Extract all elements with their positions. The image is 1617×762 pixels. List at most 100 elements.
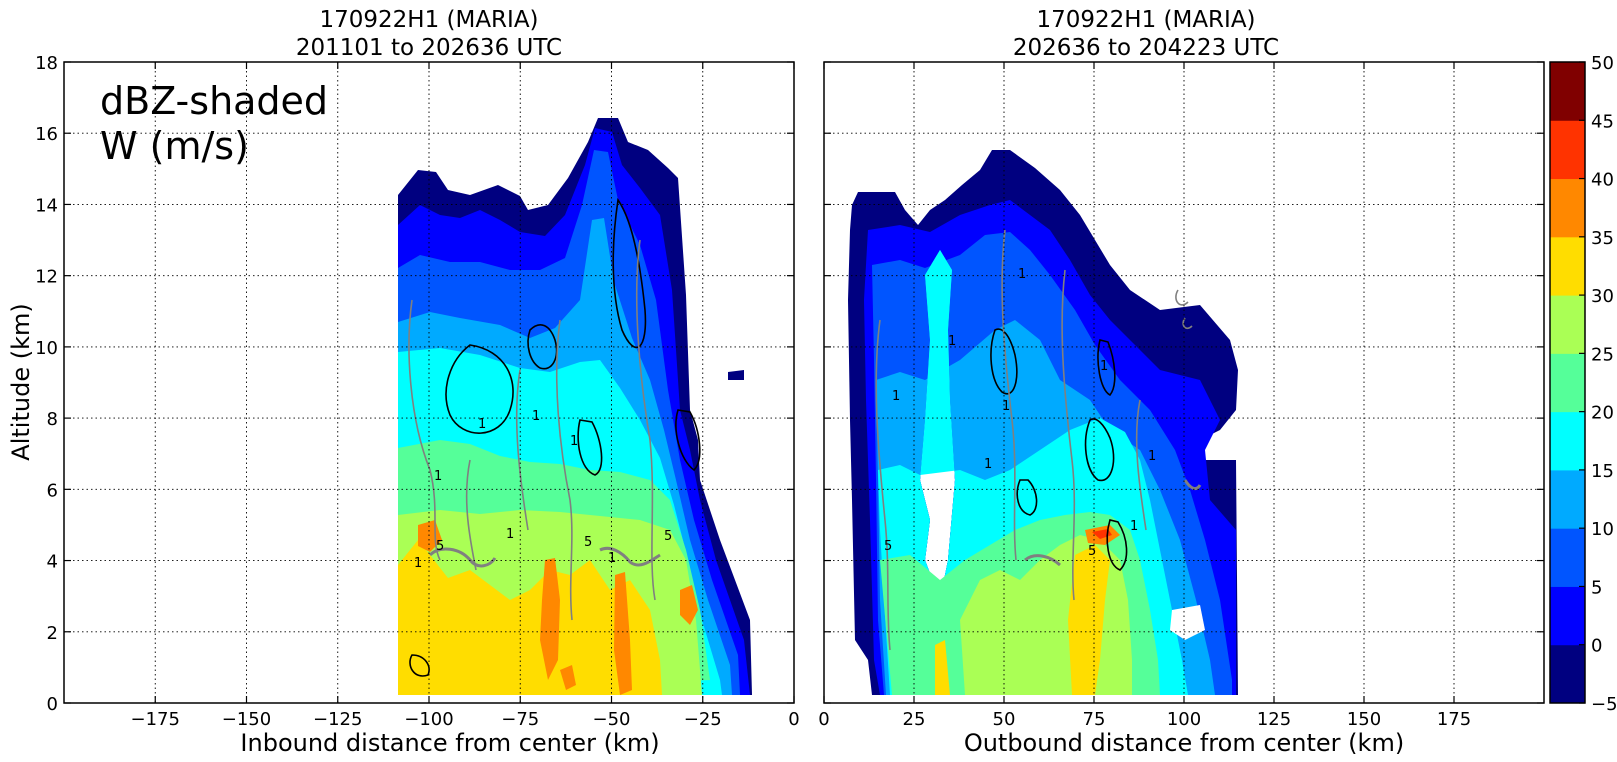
right-xtick-label: 150 — [1347, 709, 1381, 730]
left-contour-label: 1 — [506, 527, 514, 542]
right-w-contours — [875, 229, 1202, 651]
right-w-contour — [1175, 289, 1189, 306]
left-shade-35d — [680, 585, 698, 625]
left-ytick-label: 6 — [47, 480, 58, 501]
colorbar-segment — [1550, 236, 1585, 296]
right-title-line1: 170922H1 (MARIA) — [1036, 7, 1256, 33]
left-w-contour — [408, 299, 441, 561]
right-w-contour — [1061, 269, 1076, 601]
left-ytick-label: 8 — [47, 409, 58, 430]
left-w-contour — [428, 547, 497, 568]
left-w-contours — [408, 197, 701, 677]
left-xtick-label: −75 — [501, 709, 539, 730]
colorbar-tick-label: −5 — [1591, 694, 1617, 715]
right-w-contour — [1097, 339, 1116, 397]
left-w-contour — [527, 324, 558, 370]
colorbar-tick-label: 5 — [1591, 577, 1602, 598]
left-w-contour — [577, 419, 603, 476]
colorbar: −5 0 5 10 15 20 25 30 35 40 45 50 — [1549, 53, 1617, 715]
left-ytick-label: 12 — [35, 267, 58, 288]
colorbar-segment — [1550, 62, 1585, 121]
left-xtick-label: 0 — [788, 709, 799, 730]
left-w-contour — [635, 239, 656, 601]
left-w-contour — [675, 409, 701, 472]
right-contour-label: 1 — [1130, 519, 1138, 534]
right-shade-gap — [1170, 605, 1205, 640]
left-xtick-label: −125 — [313, 709, 362, 730]
right-shade-30a — [1068, 545, 1110, 695]
right-contour-label: 1 — [892, 389, 900, 404]
right-xtick-label: 0 — [818, 709, 829, 730]
left-xtick-label: −100 — [404, 709, 453, 730]
colorbar-tick-label: 25 — [1591, 344, 1614, 365]
colorbar-tick-label: 35 — [1591, 228, 1614, 249]
right-xtick-label: 125 — [1257, 709, 1291, 730]
colorbar-tick-label: 30 — [1591, 286, 1614, 307]
right-dbz-field — [848, 150, 1238, 695]
left-contour-label: 5 — [584, 535, 592, 550]
colorbar-segment — [1550, 411, 1585, 471]
right-w-contour — [1024, 554, 1062, 567]
colorbar-segment — [1550, 528, 1585, 587]
left-w-contour — [515, 369, 529, 531]
right-xtick-label: 175 — [1437, 709, 1471, 730]
colorbar-tick-label: 20 — [1591, 403, 1614, 424]
left-w-contour — [599, 546, 661, 567]
right-w-contour — [1135, 399, 1147, 531]
right-title-line2: 202636 to 204223 UTC — [1012, 35, 1280, 61]
colorbar-tick-label: 45 — [1591, 111, 1614, 132]
right-w-contour — [1106, 519, 1128, 571]
right-xlabel: Outbound distance from center (km) — [964, 729, 1404, 757]
left-shade-outlier — [728, 370, 744, 380]
left-w-contour — [555, 319, 573, 621]
colorbar-segment — [1550, 644, 1585, 704]
left-contour-label: 1 — [434, 469, 442, 484]
colorbar-segment — [1550, 178, 1585, 238]
left-xlabel: Inbound distance from center (km) — [240, 729, 659, 757]
colorbar-segment — [1550, 120, 1585, 180]
left-w-contour — [445, 344, 514, 434]
right-ticks: 0 25 50 75 100 125 150 175 — [818, 61, 1544, 730]
left-ytick-label: 0 — [47, 694, 58, 715]
right-xtick-label: 50 — [993, 709, 1016, 730]
left-contour-label: 1 — [414, 556, 422, 571]
annotation-line1: dBZ-shaded — [100, 79, 328, 123]
right-contour-label: 1 — [1002, 399, 1010, 414]
right-w-contour — [1016, 479, 1038, 516]
left-shade-30 — [398, 540, 662, 695]
left-xtick-label: −150 — [222, 709, 271, 730]
left-title-line2: 201101 to 202636 UTC — [295, 35, 563, 61]
colorbar-tick-label: 40 — [1591, 170, 1614, 191]
colorbar-tick-label: 50 — [1591, 53, 1614, 74]
left-contour-label: 1 — [532, 409, 540, 424]
right-contour-label: 5 — [884, 539, 892, 554]
right-w-contour — [1084, 418, 1115, 482]
colorbar-tick-label: 15 — [1591, 461, 1614, 482]
colorbar-segment — [1550, 586, 1585, 646]
colorbar-segment — [1550, 295, 1585, 354]
left-grid — [64, 62, 794, 703]
right-contour-label: 1 — [1148, 449, 1156, 464]
left-ytick-label: 4 — [47, 552, 58, 573]
colorbar-tick-label: 10 — [1591, 519, 1614, 540]
right-contour-label: 1 — [984, 457, 992, 472]
left-ytick-label: 2 — [47, 623, 58, 644]
left-w-contour — [465, 459, 477, 571]
left-ylabel: Altitude (km) — [7, 303, 35, 460]
colorbar-segment — [1550, 353, 1585, 413]
right-w-contour — [875, 319, 891, 651]
left-contour-label: 1 — [570, 434, 578, 449]
left-shade-35e — [560, 665, 576, 690]
left-ytick-label: 14 — [35, 195, 58, 216]
right-contour-label: 5 — [1088, 544, 1096, 559]
right-shade-30b — [935, 640, 950, 695]
right-contour-label: 1 — [948, 334, 956, 349]
right-w-contour — [1001, 229, 1017, 561]
colorbar-tick-label: 0 — [1591, 636, 1602, 657]
left-contour-label: 5 — [664, 529, 672, 544]
right-grid — [824, 62, 1544, 703]
left-contour-label: 1 — [608, 551, 616, 566]
annotation-line2: W (m/s) — [100, 124, 249, 168]
